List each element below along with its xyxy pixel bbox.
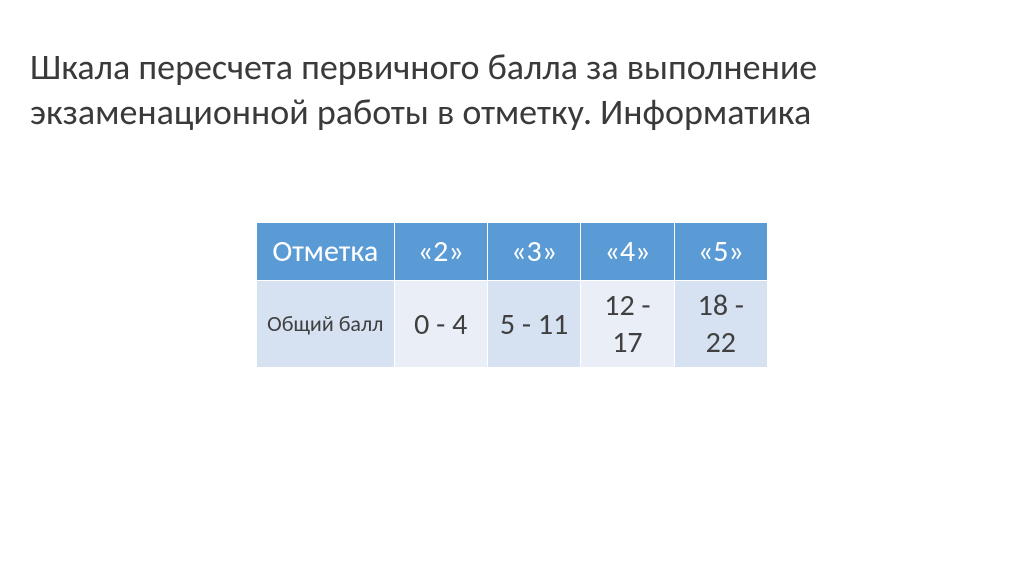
slide-title: Шкала пересчета первичного балла за выпо… bbox=[30, 45, 994, 135]
table-header-row: Отметка «2» «3» «4» «5» bbox=[257, 223, 768, 281]
range-cell-2: 0 - 4 bbox=[394, 281, 487, 368]
grade-table-container: Отметка «2» «3» «4» «5» Общий балл 0 - 4… bbox=[256, 222, 768, 368]
grade-table: Отметка «2» «3» «4» «5» Общий балл 0 - 4… bbox=[256, 222, 768, 368]
range-cell-5: 18 - 22 bbox=[674, 281, 767, 368]
header-grade-4: «4» bbox=[581, 223, 674, 281]
range-cell-3: 5 - 11 bbox=[487, 281, 580, 368]
row-label: Общий балл bbox=[257, 281, 395, 368]
range-cell-4: 12 - 17 bbox=[581, 281, 674, 368]
table-row: Общий балл 0 - 4 5 - 11 12 - 17 18 - 22 bbox=[257, 281, 768, 368]
header-grade-2: «2» bbox=[394, 223, 487, 281]
header-grade-5: «5» bbox=[674, 223, 767, 281]
header-grade-3: «3» bbox=[487, 223, 580, 281]
header-label: Отметка bbox=[257, 223, 395, 281]
